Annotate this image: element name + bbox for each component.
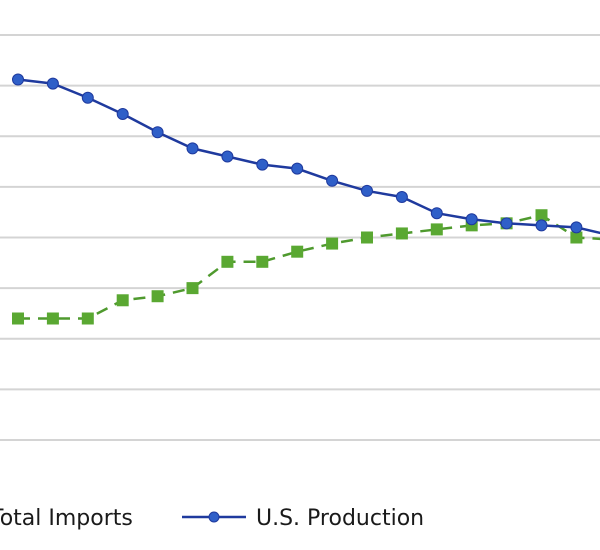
gridlines xyxy=(0,34,600,441)
data-point-total-imports-7 xyxy=(221,255,234,268)
data-point-total-imports-13 xyxy=(430,223,443,236)
data-point-u-s-production-4 xyxy=(116,107,129,120)
data-point-total-imports-12 xyxy=(395,227,408,240)
data-point-u-s-production-15 xyxy=(500,217,513,230)
data-point-u-s-production-14 xyxy=(465,213,478,226)
data-point-u-s-production-2 xyxy=(46,77,59,90)
data-point-total-imports-9 xyxy=(291,245,304,258)
data-point-total-imports-16 xyxy=(535,209,548,222)
data-point-u-s-production-11 xyxy=(361,184,373,197)
data-point-u-s-production-6 xyxy=(186,142,199,155)
series-line-u-s-production xyxy=(17,78,600,235)
data-point-u-s-production-5 xyxy=(151,126,164,139)
data-point-total-imports-6 xyxy=(186,282,199,295)
data-point-total-imports-4 xyxy=(116,294,129,307)
data-point-u-s-production-17 xyxy=(570,221,583,234)
legend-label-total-imports: Total Imports xyxy=(0,506,133,531)
series-line-total-imports xyxy=(18,213,600,320)
data-point-u-s-production-3 xyxy=(81,91,94,104)
data-point-u-s-production-9 xyxy=(291,162,304,175)
legend-marker-us-production xyxy=(208,511,220,523)
data-point-total-imports-11 xyxy=(361,231,373,244)
legend-item-total-imports: Total Imports xyxy=(0,506,133,531)
data-point-u-s-production-12 xyxy=(395,191,408,203)
legend-item-us-production: U.S. Production xyxy=(182,506,424,531)
legend: Total Imports U.S. Production xyxy=(0,506,424,531)
data-point-total-imports-1 xyxy=(12,312,24,325)
data-point-total-imports-8 xyxy=(256,255,269,268)
data-point-total-imports-17 xyxy=(570,231,583,244)
data-point-u-s-production-1 xyxy=(12,73,24,86)
data-point-total-imports-10 xyxy=(326,237,339,250)
series-layer xyxy=(12,73,600,325)
data-point-total-imports-5 xyxy=(151,290,164,303)
data-point-total-imports-2 xyxy=(46,312,59,325)
data-point-u-s-production-7 xyxy=(221,150,234,163)
data-point-total-imports-3 xyxy=(81,312,94,325)
data-point-u-s-production-16 xyxy=(535,219,548,232)
data-point-u-s-production-8 xyxy=(256,158,269,171)
data-point-u-s-production-10 xyxy=(326,174,339,187)
legend-label-us-production: U.S. Production xyxy=(256,506,424,531)
data-point-u-s-production-13 xyxy=(430,207,443,220)
